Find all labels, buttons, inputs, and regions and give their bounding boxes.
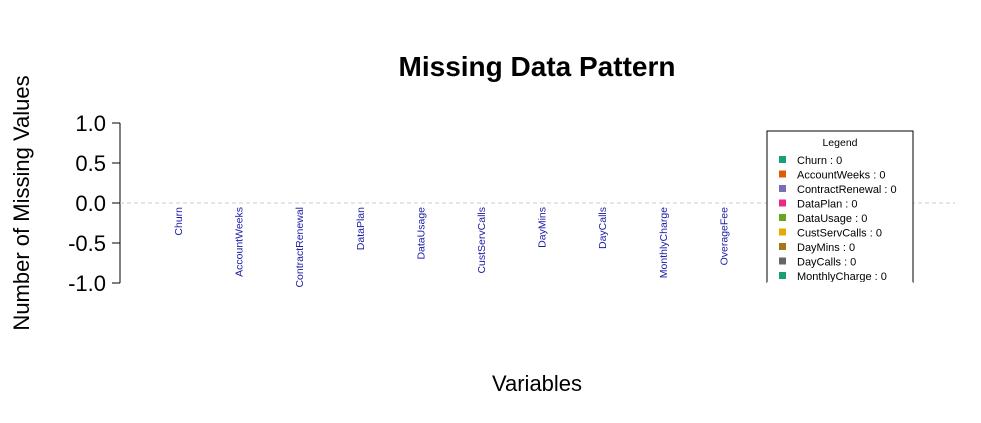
legend-swatch bbox=[779, 185, 786, 192]
legend-entry: CustServCalls : 0 bbox=[797, 228, 882, 240]
variable-label: MonthlyCharge bbox=[658, 207, 670, 278]
legend-entry: MonthlyCharge : 0 bbox=[797, 271, 887, 283]
legend-entry: Churn : 0 bbox=[797, 155, 842, 167]
legend-swatch bbox=[779, 228, 786, 236]
variable-label: Churn bbox=[173, 207, 185, 236]
legend-content: Legend Churn : 0 AccountWeeks : 0 ContractR… bbox=[766, 130, 914, 283]
variable-label: DayMins bbox=[537, 207, 549, 248]
chart-title: Missing Data Pattern bbox=[399, 51, 676, 82]
x-axis-label: Variables bbox=[492, 371, 582, 396]
legend-swatch bbox=[779, 170, 786, 178]
legend-box bbox=[766, 130, 914, 283]
legend-entry: AccountWeeks : 0 bbox=[797, 170, 885, 182]
legend-swatch bbox=[779, 257, 786, 265]
legend-swatch bbox=[779, 156, 786, 163]
variable-label: DataPlan bbox=[355, 207, 367, 250]
y-axis: 1.0 0.5 0.0 -0.5 -1.0 bbox=[68, 111, 121, 296]
variable-label: DayCalls bbox=[597, 207, 609, 249]
legend-swatch bbox=[779, 214, 786, 221]
variable-label: ContractRenewal bbox=[294, 207, 306, 288]
variable-label: CustServCalls bbox=[476, 207, 488, 274]
y-tick-label: -1.0 bbox=[68, 271, 106, 296]
legend-entry: DataUsage : 0 bbox=[797, 213, 867, 225]
y-tick-label: 0.5 bbox=[75, 151, 106, 176]
variable-label: OverageFee bbox=[718, 207, 730, 266]
y-tick-label: -0.5 bbox=[68, 231, 106, 256]
legend-entry: DataPlan : 0 bbox=[797, 199, 858, 211]
variable-label: AccountWeeks bbox=[234, 207, 246, 277]
legend-swatch bbox=[779, 243, 786, 250]
legend-entry: DayMins : 0 bbox=[797, 242, 855, 254]
legend: Legend Churn : 0 AccountWeeks : 0 ContractR… bbox=[766, 130, 914, 284]
variable-labels: Churn AccountWeeks ContractRenewal DataPlan… bbox=[173, 207, 730, 288]
legend-title: Legend bbox=[822, 137, 857, 149]
y-tick-label: 1.0 bbox=[75, 111, 106, 136]
y-axis-label: Number of Missing Values bbox=[9, 75, 34, 330]
legend-swatch bbox=[779, 272, 786, 279]
legend-entry: DayCalls : 0 bbox=[797, 257, 856, 269]
legend-swatch bbox=[779, 199, 786, 207]
y-tick-label: 0.0 bbox=[75, 191, 106, 216]
legend-entry: ContractRenewal : 0 bbox=[797, 184, 897, 196]
variable-label: DataUsage bbox=[415, 207, 427, 260]
